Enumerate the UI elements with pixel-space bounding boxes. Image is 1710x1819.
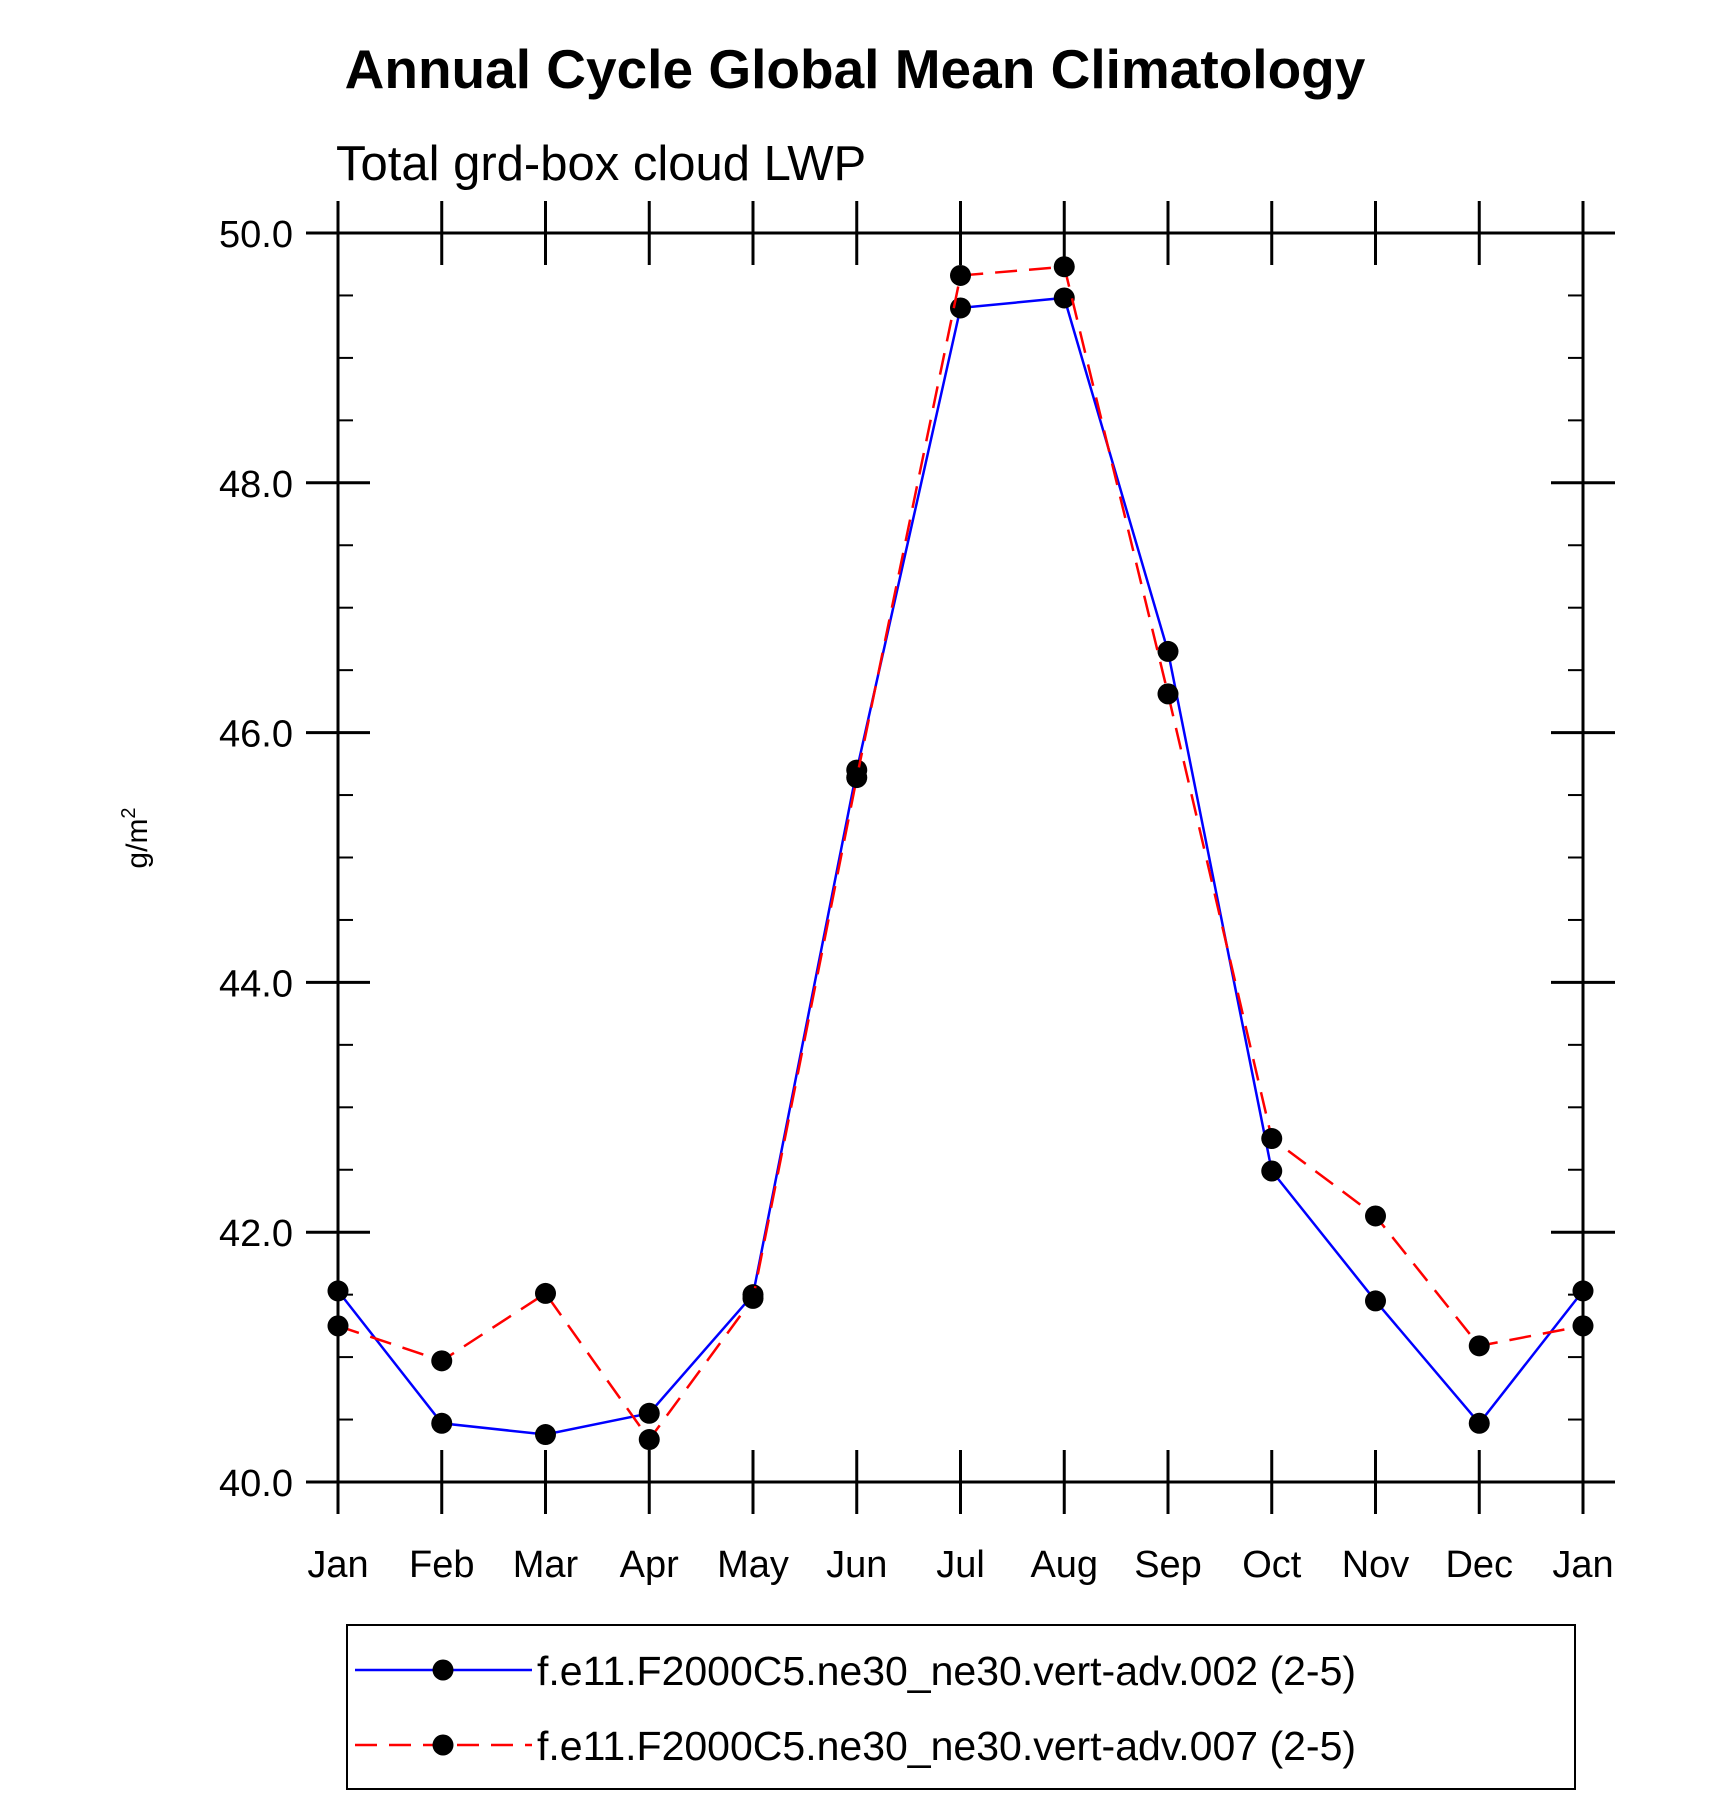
series-group [327, 256, 1594, 1451]
x-tick-label: Jan [1552, 1544, 1613, 1586]
data-point [431, 1350, 453, 1372]
data-point [1261, 1160, 1283, 1182]
legend-label: f.e11.F2000C5.ne30_ne30.vert-adv.002 (2-… [537, 1648, 1356, 1694]
legend-box [346, 1624, 1576, 1790]
legend-entry: f.e11.F2000C5.ne30_ne30.vert-adv.007 (2-… [355, 1723, 1356, 1769]
data-point [1572, 1315, 1594, 1337]
y-axis-label-unit: g/m [121, 819, 154, 869]
plot-frame [336, 231, 1585, 1484]
x-tick-label: Jan [307, 1544, 368, 1586]
data-point [1468, 1412, 1490, 1434]
chart-title: Annual Cycle Global Mean Climatology [345, 38, 1366, 100]
data-point [846, 767, 868, 789]
data-point [1365, 1290, 1386, 1312]
legend-label: f.e11.F2000C5.ne30_ne30.vert-adv.007 (2-… [537, 1723, 1356, 1769]
legend-marker [432, 1734, 454, 1756]
x-tick-label: Aug [1030, 1544, 1098, 1586]
y-tick-label: 46.0 [219, 714, 293, 756]
legend-entry: f.e11.F2000C5.ne30_ne30.vert-adv.002 (2-… [355, 1648, 1356, 1694]
x-tick-label: Sep [1134, 1544, 1202, 1586]
y-tick-label: 42.0 [219, 1213, 293, 1255]
data-point [535, 1282, 556, 1304]
data-point [742, 1287, 764, 1309]
series-1 [327, 287, 1594, 1446]
data-point [1053, 287, 1075, 309]
x-tick-label: Jun [826, 1544, 887, 1586]
data-point [1157, 683, 1179, 705]
data-point [327, 1315, 349, 1337]
legend-marker [432, 1659, 454, 1681]
y-tick-label: 44.0 [219, 963, 293, 1005]
x-tick-label: Mar [513, 1544, 579, 1586]
y-axis-label: g/m2 [118, 807, 154, 868]
data-point [1157, 640, 1179, 662]
axes: 40.0 42.0 44.0 46.0 48.0 50.0 Jan Feb Mar Apr May J… [219, 201, 1615, 1586]
y-tick-label: 40.0 [219, 1463, 293, 1505]
y-tick-label: 48.0 [219, 464, 293, 506]
data-point [1572, 1280, 1594, 1302]
data-point [431, 1412, 453, 1434]
data-point [1261, 1128, 1283, 1150]
data-point [535, 1424, 556, 1446]
series-line [337, 265, 1584, 1442]
x-tick-label: Dec [1445, 1544, 1513, 1586]
x-tick-label: Oct [1242, 1544, 1302, 1586]
x-tick-label: Apr [620, 1544, 679, 1586]
x-tick-label: Jul [936, 1544, 985, 1586]
data-point [327, 1280, 349, 1302]
y-tick-label: 50.0 [219, 214, 293, 256]
x-tick-label: Nov [1342, 1544, 1410, 1586]
x-tick-label: Feb [409, 1544, 474, 1586]
series-line [337, 296, 1584, 1436]
x-tick-label: May [717, 1544, 789, 1586]
data-point [1365, 1205, 1386, 1227]
chart-subtitle: Total grd-box cloud LWP [336, 137, 866, 191]
legend: f.e11.F2000C5.ne30_ne30.vert-adv.002 (2-… [346, 1624, 1576, 1790]
data-point [638, 1402, 660, 1424]
data-point [1468, 1335, 1490, 1357]
series-2 [327, 256, 1594, 1451]
data-point [950, 264, 971, 286]
data-point [638, 1429, 660, 1451]
data-point [1053, 256, 1075, 278]
y-axis-label-exponent: 2 [118, 807, 140, 818]
